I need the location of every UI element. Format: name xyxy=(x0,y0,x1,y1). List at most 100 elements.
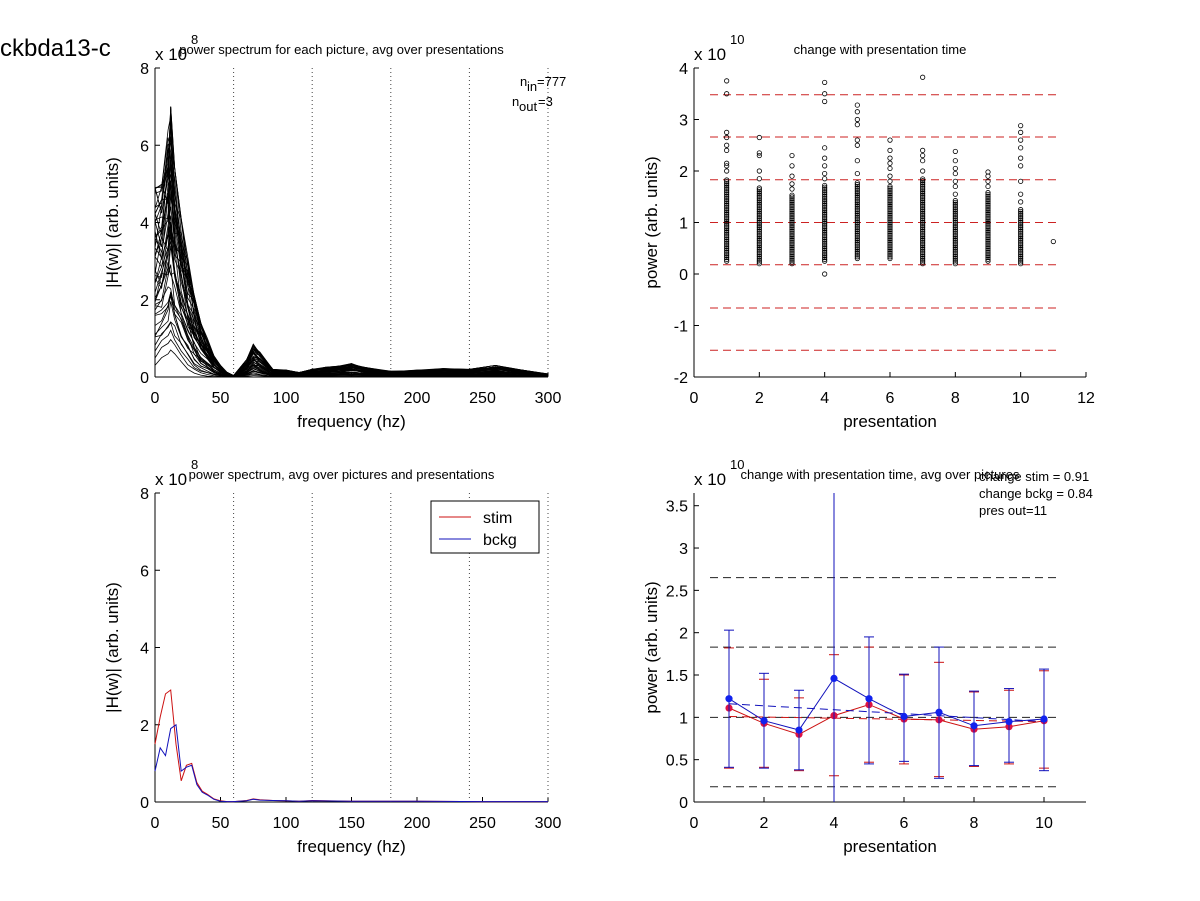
data-point xyxy=(887,245,893,251)
data-point xyxy=(822,191,828,198)
data-point xyxy=(1018,217,1024,224)
data-point xyxy=(854,254,860,260)
data-point xyxy=(985,209,991,216)
data-point xyxy=(822,215,828,221)
data-point xyxy=(985,256,991,262)
legend-label-bckg: bckg xyxy=(483,532,517,549)
x-tick-label: 4 xyxy=(820,390,829,407)
data-point xyxy=(854,189,860,195)
data-point xyxy=(887,207,893,213)
n-in-subscript: in xyxy=(527,79,537,94)
data-point xyxy=(985,211,991,217)
data-point xyxy=(887,194,893,200)
data-point xyxy=(985,200,991,207)
data-point xyxy=(952,228,958,234)
data-point xyxy=(985,193,991,199)
data-point xyxy=(952,255,958,261)
data-point xyxy=(1018,243,1024,249)
data-point xyxy=(756,203,762,209)
y-tick-label: 8 xyxy=(140,61,149,78)
data-point xyxy=(1018,259,1024,265)
y-tick-label: 6 xyxy=(140,138,149,155)
data-point xyxy=(789,234,795,240)
data-point xyxy=(952,230,958,236)
data-point xyxy=(887,205,893,211)
data-point xyxy=(756,205,762,211)
chart-power-spectrum-avg: 0 50 100 150 200 250 300 0 2 4 6 8 frequency (hz) |H(… xyxy=(103,457,561,856)
data-point xyxy=(789,243,795,249)
data-point xyxy=(724,168,730,174)
data-point xyxy=(789,198,795,204)
data-point xyxy=(887,160,893,166)
data-point xyxy=(1018,232,1024,238)
data-point xyxy=(952,221,958,227)
data-point xyxy=(822,238,828,244)
data-point xyxy=(1018,225,1024,231)
n-out-label: n xyxy=(512,94,519,109)
fit-line-bckg xyxy=(728,703,1045,723)
spectrum-line xyxy=(154,230,549,377)
spectrum-line xyxy=(154,196,549,377)
data-point xyxy=(854,209,860,215)
data-point xyxy=(789,225,795,231)
data-point xyxy=(920,246,926,252)
data-point xyxy=(789,250,795,256)
chart-title: power spectrum, avg over pictures and pr… xyxy=(189,467,495,482)
data-point xyxy=(887,187,893,193)
data-point xyxy=(1018,137,1024,143)
x-axis-label: presentation xyxy=(843,412,937,431)
data-point xyxy=(789,221,795,227)
y-tick-label: 8 xyxy=(140,486,149,503)
data-point xyxy=(789,259,795,265)
data-point xyxy=(756,210,762,216)
data-point xyxy=(724,240,730,246)
data-point xyxy=(1018,178,1024,184)
data-point xyxy=(1018,221,1024,227)
data-point xyxy=(756,201,762,207)
data-point xyxy=(789,210,795,216)
x-tick-label: 8 xyxy=(951,390,960,407)
spectrum-line xyxy=(154,215,549,377)
data-point xyxy=(854,228,860,235)
data-point xyxy=(822,202,828,208)
data-point xyxy=(887,234,893,240)
data-point xyxy=(952,212,958,218)
data-point xyxy=(756,235,762,242)
data-point xyxy=(985,229,991,235)
data-point xyxy=(854,203,860,209)
data-point xyxy=(920,255,926,261)
data-point xyxy=(854,198,860,204)
data-point xyxy=(920,221,926,227)
data-point xyxy=(854,218,860,224)
data-point xyxy=(1018,246,1024,252)
data-point xyxy=(822,170,828,177)
data-point xyxy=(854,214,860,220)
x-tick-label: 200 xyxy=(404,815,431,832)
data-point xyxy=(789,192,795,198)
data-point xyxy=(724,229,730,235)
spectrum-line xyxy=(154,224,549,377)
data-point xyxy=(756,199,762,206)
data-point xyxy=(1018,212,1024,218)
data-point xyxy=(756,252,762,258)
data-point-bckg xyxy=(830,674,838,683)
data-point xyxy=(1018,129,1024,135)
data-point xyxy=(724,147,730,153)
data-point xyxy=(985,244,991,250)
data-point xyxy=(985,258,991,264)
data-point xyxy=(822,254,828,261)
data-point xyxy=(985,195,991,201)
data-point xyxy=(952,259,958,265)
data-point xyxy=(789,216,795,222)
data-point xyxy=(854,210,860,217)
data-point xyxy=(724,251,730,257)
data-point xyxy=(1018,234,1024,240)
data-point xyxy=(822,249,828,255)
data-point xyxy=(756,219,762,225)
data-point xyxy=(985,249,991,255)
x-tick-label: 4 xyxy=(830,815,839,832)
data-point-bckg xyxy=(935,708,943,716)
y-tick-label: 2 xyxy=(679,626,688,643)
n-out-subscript: out xyxy=(519,99,537,114)
